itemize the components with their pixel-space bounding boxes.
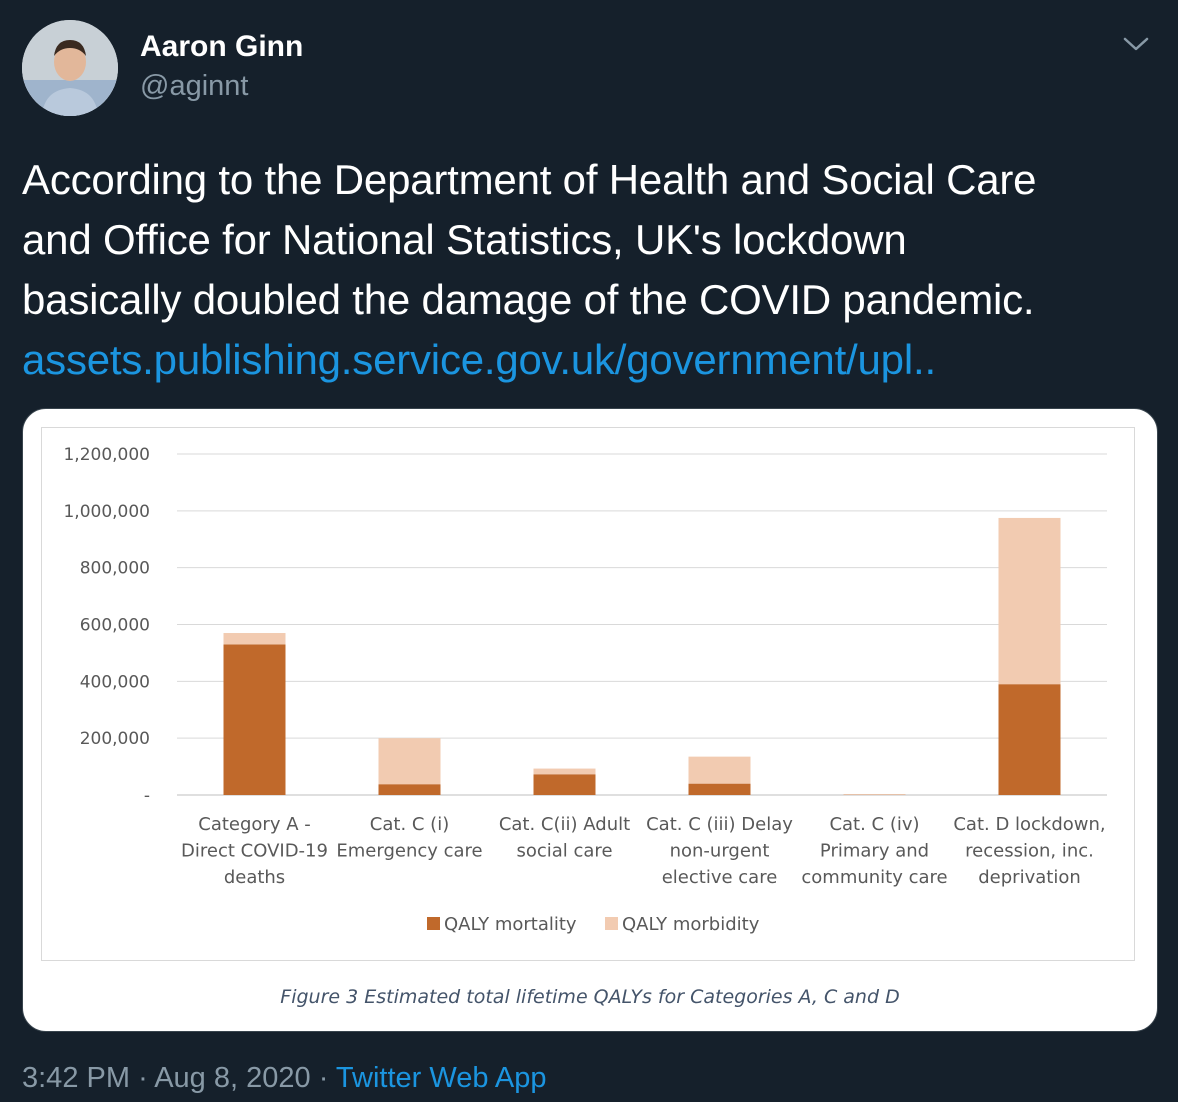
- tweet-meta: 3:42 PM · Aug 8, 2020 · Twitter Web App: [22, 1062, 547, 1095]
- qaly-stacked-bar-chart: - 200,000 400,000 600,000 800,000 1,000,000 1,…: [63, 445, 1107, 935]
- tweet-text-line: According to the Department of Health an…: [22, 156, 1037, 203]
- meta-separator: ·: [318, 1062, 329, 1094]
- y-tick-label: 800,000: [80, 559, 150, 579]
- tweet-media-image[interactable]: - 200,000 400,000 600,000 800,000 1,000,000 1,…: [22, 408, 1158, 1032]
- x-category-label: deprivation: [978, 867, 1081, 888]
- author-handle[interactable]: @aginnt: [140, 70, 249, 102]
- x-category-label: Cat. C (i): [370, 814, 449, 835]
- tweet-text: According to the Department of Health an…: [22, 150, 1152, 390]
- tweet-text-line: and Office for National Statistics, UK's…: [22, 216, 907, 263]
- chart-frame: - 200,000 400,000 600,000 800,000 1,000,000 1,…: [41, 427, 1135, 961]
- x-category-label: social care: [516, 841, 612, 862]
- x-category-label: deaths: [224, 867, 285, 888]
- x-category-label: community care: [801, 867, 947, 888]
- x-category-label: Category A -: [198, 814, 310, 835]
- x-category-label: non-urgent: [670, 841, 770, 862]
- bar-segment-morbidity: [998, 517, 1061, 685]
- x-category-label: Primary and: [820, 841, 929, 862]
- avatar[interactable]: [22, 20, 118, 116]
- y-tick-label: -: [144, 786, 150, 806]
- y-tick-label: 600,000: [80, 616, 150, 636]
- y-tick-label: 1,000,000: [63, 502, 150, 522]
- tweet-source-app[interactable]: Twitter Web App: [335, 1062, 547, 1094]
- bar-segment-morbidity: [688, 756, 751, 784]
- meta-separator: ·: [138, 1062, 148, 1094]
- y-tick-label: 1,200,000: [63, 445, 150, 465]
- avatar-photo-icon: [22, 20, 118, 116]
- bar-segment-morbidity: [378, 738, 441, 785]
- bar-segment-mortality: [998, 684, 1061, 795]
- x-category-label: Direct COVID-19: [181, 841, 328, 862]
- chevron-down-icon[interactable]: [1122, 34, 1150, 54]
- x-category-label: elective care: [662, 867, 778, 888]
- x-category-label: Cat. C (iv): [829, 814, 919, 835]
- bar-segment-mortality: [688, 783, 751, 795]
- bar-segment-morbidity: [223, 633, 286, 645]
- x-category-label: Emergency care: [336, 841, 482, 862]
- tweet-time[interactable]: 3:42 PM: [22, 1062, 130, 1094]
- legend-swatch: [427, 917, 440, 930]
- legend-label: QALY mortality: [444, 914, 577, 935]
- y-tick-label: 400,000: [80, 672, 150, 692]
- x-category-label: Cat. C(ii) Adult: [499, 814, 630, 835]
- tweet-date[interactable]: Aug 8, 2020: [154, 1062, 311, 1094]
- x-category-label: Cat. C (iii) Delay: [646, 814, 793, 835]
- x-category-label: Cat. D lockdown,: [953, 814, 1105, 835]
- tweet-text-line: basically doubled the damage of the COVI…: [22, 276, 1035, 323]
- bar-segment-morbidity: [533, 768, 596, 775]
- x-category-label: recession, inc.: [965, 841, 1094, 862]
- bar-segment-mortality: [533, 774, 596, 795]
- y-tick-label: 200,000: [80, 729, 150, 749]
- author-name[interactable]: Aaron Ginn: [140, 30, 304, 63]
- bar-segment-morbidity: [843, 794, 906, 795]
- bar-segment-mortality: [378, 784, 441, 795]
- legend-label: QALY morbidity: [622, 914, 760, 935]
- bar-segment-mortality: [223, 644, 286, 795]
- figure-caption: Figure 3 Estimated total lifetime QALYs …: [280, 986, 900, 1008]
- legend-swatch: [605, 917, 618, 930]
- tweet-link[interactable]: assets.publishing.service.gov.uk/governm…: [22, 336, 936, 383]
